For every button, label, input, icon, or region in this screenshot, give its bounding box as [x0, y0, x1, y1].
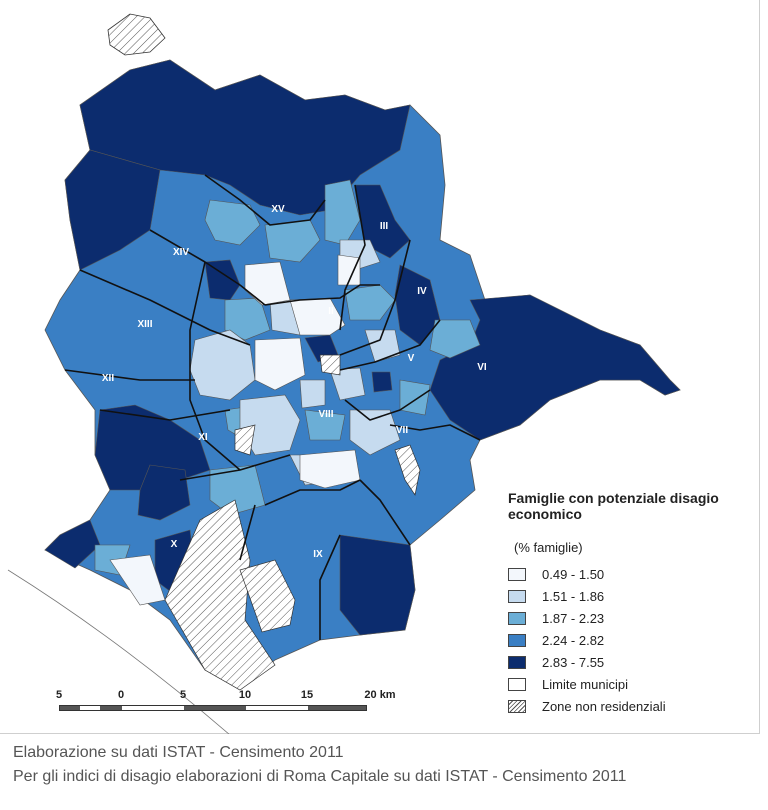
legend-row: 1.87 - 2.23 — [508, 607, 758, 629]
scale-tick-label: 5 — [179, 689, 187, 701]
footer-line-2: Per gli indici di disagio elaborazioni d… — [13, 768, 627, 785]
label-municipio-xiv: XIV — [173, 247, 189, 258]
legend-label: 1.51 - 1.86 — [542, 588, 605, 604]
legend-row-nonres: Zone non residenziali — [508, 695, 758, 717]
legend-swatch — [508, 655, 526, 669]
legend-label: 2.24 - 2.82 — [542, 632, 605, 648]
footer-line-1: Elaborazione su dati ISTAT - Censimento … — [13, 744, 344, 761]
class5-regions — [44, 59, 681, 636]
legend-row: 2.24 - 2.82 — [508, 629, 758, 651]
scale-tick-label: 0 — [117, 689, 125, 701]
legend-row: 0.49 - 1.50 — [508, 563, 758, 585]
scale-tick-label: 15 — [300, 689, 314, 701]
scale-bar-segments — [59, 705, 367, 711]
nonres-enclave-north — [107, 13, 166, 56]
label-municipio-viii: VIII — [318, 409, 333, 420]
map-legend: Famiglie con potenziale disagio economic… — [508, 490, 758, 717]
label-municipio-x: X — [171, 539, 178, 550]
legend-label-nonres: Zone non residenziali — [542, 698, 666, 714]
label-municipio-ii: II — [328, 306, 334, 317]
label-municipio-v: V — [408, 353, 415, 364]
legend-swatch-boundary — [508, 677, 526, 691]
class3-regions — [94, 179, 481, 576]
legend-row-boundary: Limite municipi — [508, 673, 758, 695]
label-municipio-xiii: XIII — [137, 319, 152, 330]
map-frame — [0, 0, 760, 734]
label-municipio-xv: XV — [271, 204, 285, 215]
legend-swatch — [508, 633, 526, 647]
scale-tick-label: 5 — [55, 689, 63, 701]
scale-tick-label: 10 — [238, 689, 252, 701]
legend-swatch — [508, 611, 526, 625]
label-municipio-xii: XII — [102, 373, 114, 384]
legend-unit: (% famiglie) — [514, 540, 583, 555]
nonres-regions — [164, 354, 421, 691]
label-municipio-ix: IX — [313, 549, 323, 560]
label-municipio-xi: XI — [198, 432, 208, 443]
coastline — [7, 569, 230, 734]
label-municipio-vi: VI — [477, 362, 487, 373]
source-footer: Elaborazione su dati ISTAT - Censimento … — [13, 741, 626, 789]
legend-label: 0.49 - 1.50 — [542, 566, 605, 582]
municipi-boundaries — [64, 174, 481, 640]
legend-label-boundary: Limite municipi — [542, 676, 628, 692]
label-municipio-iv: IV — [417, 286, 427, 297]
scale-tick-label: 20 km — [364, 689, 396, 701]
legend-title: Famiglie con potenziale disagio economic… — [508, 490, 719, 522]
label-municipio-iii: III — [380, 221, 389, 232]
legend-label: 2.83 - 7.55 — [542, 654, 605, 670]
legend-swatch-nonres — [508, 699, 526, 713]
legend-swatch — [508, 567, 526, 581]
legend-row: 2.83 - 7.55 — [508, 651, 758, 673]
scale-bar: 5 0 5 10 15 20 km — [50, 689, 396, 719]
label-municipio-vii: VII — [396, 425, 408, 436]
rome-choropleth-map: II III IV V VI VII VIII IX X XI XII XIII… — [7, 13, 681, 734]
legend-swatch — [508, 589, 526, 603]
legend-label: 1.87 - 2.23 — [542, 610, 605, 626]
legend-row: 1.51 - 1.86 — [508, 585, 758, 607]
